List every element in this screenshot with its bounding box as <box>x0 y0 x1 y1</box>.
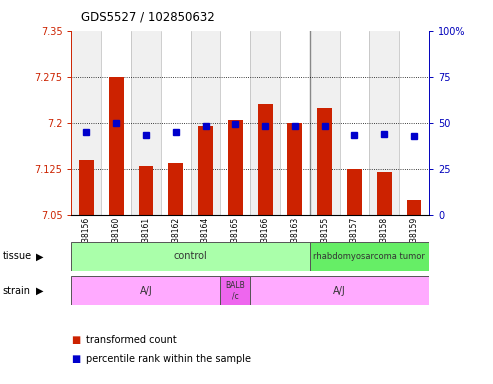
Bar <box>287 123 302 215</box>
Bar <box>399 31 429 215</box>
Bar <box>369 31 399 215</box>
Bar <box>191 31 220 215</box>
Bar <box>250 31 280 215</box>
Bar <box>280 31 310 215</box>
Text: control: control <box>174 251 208 262</box>
Text: A/J: A/J <box>140 286 152 296</box>
Bar <box>139 166 153 215</box>
Bar <box>168 163 183 215</box>
Bar <box>258 104 273 215</box>
Bar <box>407 200 422 215</box>
Text: ■: ■ <box>71 354 81 364</box>
Text: tissue: tissue <box>2 251 32 262</box>
Bar <box>198 126 213 215</box>
Text: percentile rank within the sample: percentile rank within the sample <box>86 354 251 364</box>
Bar <box>310 31 340 215</box>
Bar <box>220 31 250 215</box>
Bar <box>71 242 310 271</box>
Bar <box>250 276 429 305</box>
Bar <box>161 31 191 215</box>
Text: ▶: ▶ <box>36 251 43 262</box>
Text: ■: ■ <box>71 335 81 345</box>
Text: strain: strain <box>2 286 31 296</box>
Text: rhabdomyosarcoma tumor: rhabdomyosarcoma tumor <box>314 252 425 261</box>
Text: A/J: A/J <box>333 286 346 296</box>
Bar <box>71 276 220 305</box>
Text: transformed count: transformed count <box>86 335 177 345</box>
Bar <box>377 172 391 215</box>
Bar <box>109 77 124 215</box>
Bar <box>228 120 243 215</box>
Bar <box>220 276 250 305</box>
Bar <box>101 31 131 215</box>
Bar <box>340 31 369 215</box>
Bar <box>310 242 429 271</box>
Text: GDS5527 / 102850632: GDS5527 / 102850632 <box>81 10 215 23</box>
Text: BALB
/c: BALB /c <box>225 281 245 301</box>
Bar <box>131 31 161 215</box>
Bar <box>317 108 332 215</box>
Text: ▶: ▶ <box>36 286 43 296</box>
Bar <box>79 160 94 215</box>
Bar <box>347 169 362 215</box>
Bar <box>71 31 101 215</box>
